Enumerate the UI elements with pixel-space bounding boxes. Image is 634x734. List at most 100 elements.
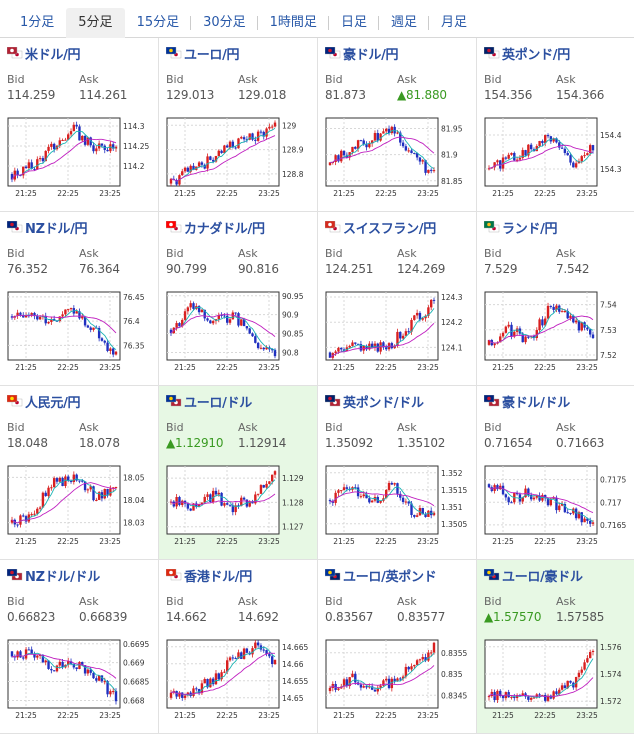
rate-card[interactable]: NZドル/円 Bid Ask 76.352 76.364 76.45 76.4 76.35 21… bbox=[0, 212, 159, 386]
pair-name[interactable]: 豪ドル/ドル bbox=[502, 395, 570, 411]
card-title[interactable]: NZドル/ドル bbox=[7, 566, 100, 585]
pair-name[interactable]: 米ドル/円 bbox=[25, 47, 81, 63]
tab-日足[interactable]: 日足 bbox=[329, 8, 379, 38]
candle-body bbox=[72, 474, 76, 482]
candle-body bbox=[86, 137, 90, 145]
pair-name[interactable]: 英ポンド/円 bbox=[502, 47, 570, 63]
hk-jp-flag-icon bbox=[166, 569, 182, 581]
bid-value: 1.35092 bbox=[325, 436, 374, 450]
card-title[interactable]: ユーロ/豪ドル bbox=[484, 566, 583, 585]
card-title[interactable]: 英ポンド/円 bbox=[484, 44, 570, 63]
tab-週足[interactable]: 週足 bbox=[379, 8, 429, 38]
tab-1時間足[interactable]: 1時間足 bbox=[258, 8, 329, 38]
price-chart[interactable]: 0.8355 0.835 0.8345 21:25 22:25 23:25 bbox=[324, 638, 472, 724]
price-chart[interactable]: 1.129 1.128 1.127 21:25 22:25 23:25 bbox=[165, 464, 313, 550]
card-title[interactable]: カナダドル/円 bbox=[166, 218, 265, 237]
candle-body bbox=[549, 136, 553, 142]
candle-body bbox=[209, 320, 212, 324]
pair-name[interactable]: ユーロ/円 bbox=[184, 47, 240, 63]
price-chart[interactable]: 0.7175 0.717 0.7165 21:25 22:25 23:25 bbox=[483, 464, 631, 550]
candle-body bbox=[248, 133, 251, 140]
card-title[interactable]: 豪ドル/ドル bbox=[484, 392, 570, 411]
card-title[interactable]: ユーロ/ドル bbox=[166, 392, 252, 411]
pair-name[interactable]: ユーロ/ドル bbox=[184, 395, 252, 411]
rate-card[interactable]: 米ドル/円 Bid Ask 114.259 114.261 114.3 114.25 114.… bbox=[0, 38, 159, 212]
candle-body bbox=[385, 128, 388, 132]
ask-label: Ask bbox=[556, 73, 576, 86]
y-tick-label: 0.7165 bbox=[600, 521, 626, 530]
tab-5分足[interactable]: 5分足 bbox=[66, 8, 125, 38]
rate-card[interactable]: 豪ドル/ドル Bid Ask 0.71654 0.71663 0.7175 0.717 0.7… bbox=[477, 386, 634, 560]
card-title[interactable]: 香港ドル/円 bbox=[166, 566, 252, 585]
rate-card[interactable]: 英ポンド/ドル Bid Ask 1.35092 1.35102 1.352 1.3515 1.… bbox=[318, 386, 477, 560]
price-chart-svg: 154.4 154.3 21:25 22:25 23:25 bbox=[484, 117, 622, 198]
price-chart[interactable]: 90.95 90.9 90.85 90.8 21:25 22:25 23:25 bbox=[165, 290, 313, 376]
price-chart[interactable]: 1.352 1.3515 1.351 1.3505 21:25 22:25 23:25 bbox=[324, 464, 472, 550]
card-title[interactable]: スイスフラン/円 bbox=[325, 218, 436, 237]
rate-card[interactable]: NZドル/ドル Bid Ask 0.66823 0.66839 0.6695 0.669 0.… bbox=[0, 560, 159, 734]
rate-card[interactable]: ランド/円 Bid Ask 7.529 7.542 7.54 7.53 7.52 21:25 22… bbox=[477, 212, 634, 386]
candle-body bbox=[10, 519, 14, 523]
tab-月足[interactable]: 月足 bbox=[429, 8, 479, 38]
pair-name[interactable]: NZドル/ドル bbox=[25, 569, 100, 585]
pair-name[interactable]: カナダドル/円 bbox=[184, 221, 265, 237]
candle-body bbox=[359, 496, 363, 498]
x-tick-label: 22:25 bbox=[375, 711, 397, 720]
rate-card[interactable]: ユーロ/円 Bid Ask 129.013 129.018 129 128.9 128.8 21… bbox=[159, 38, 318, 212]
x-tick-label: 21:25 bbox=[15, 537, 37, 546]
price-chart[interactable]: 114.3 114.25 114.2 21:25 22:25 23:25 bbox=[6, 116, 154, 202]
y-tick-label: 7.54 bbox=[600, 301, 617, 310]
rate-card[interactable]: 香港ドル/円 Bid Ask 14.662 14.692 14.665 14.66 14.65… bbox=[159, 560, 318, 734]
candle-body bbox=[560, 685, 564, 690]
card-title[interactable]: ユーロ/円 bbox=[166, 44, 240, 63]
rate-card[interactable]: 人民元/円 Bid Ask 18.048 18.078 18.05 18.04 18.03 21… bbox=[0, 386, 159, 560]
candle-body bbox=[588, 145, 592, 154]
candle-body bbox=[206, 318, 209, 321]
price-chart-svg: 129 128.9 128.8 21:25 22:25 23:25 bbox=[166, 117, 304, 198]
rate-card[interactable]: カナダドル/円 Bid Ask 90.799 90.816 90.95 90.9 90.85 9… bbox=[159, 212, 318, 386]
y-tick-label: 18.04 bbox=[123, 496, 145, 505]
rate-card[interactable]: 豪ドル/円 Bid Ask 81.873 ▲81.880 81.95 81.9 81.85 21… bbox=[318, 38, 477, 212]
price-chart[interactable]: 129 128.9 128.8 21:25 22:25 23:25 bbox=[165, 116, 313, 202]
card-title[interactable]: ランド/円 bbox=[484, 218, 558, 237]
pair-name[interactable]: スイスフラン/円 bbox=[343, 221, 436, 237]
bid-value: ▲1.57570 bbox=[484, 610, 542, 624]
price-chart[interactable]: 124.3 124.2 124.1 21:25 22:25 23:25 bbox=[324, 290, 472, 376]
tab-1分足[interactable]: 1分足 bbox=[8, 8, 66, 38]
rate-card[interactable]: 英ポンド/円 Bid Ask 154.356 154.366 154.4 154.3 21:2… bbox=[477, 38, 634, 212]
price-chart[interactable]: 7.54 7.53 7.52 21:25 22:25 23:25 bbox=[483, 290, 631, 376]
tab-15分足[interactable]: 15分足 bbox=[125, 8, 192, 38]
y-tick-label: 124.2 bbox=[441, 318, 463, 327]
tab-label: 週足 bbox=[390, 15, 417, 30]
pair-name[interactable]: ユーロ/豪ドル bbox=[502, 569, 583, 585]
pair-name[interactable]: 英ポンド/ドル bbox=[343, 395, 424, 411]
price-chart[interactable]: 76.45 76.4 76.35 21:25 22:25 23:25 bbox=[6, 290, 154, 376]
price-chart[interactable]: 81.95 81.9 81.85 21:25 22:25 23:25 bbox=[324, 116, 472, 202]
card-title[interactable]: ユーロ/英ポンド bbox=[325, 566, 437, 585]
card-title[interactable]: 英ポンド/ドル bbox=[325, 392, 424, 411]
pair-name[interactable]: ランド/円 bbox=[502, 221, 558, 237]
candle-body bbox=[273, 122, 277, 127]
rate-card[interactable]: ユーロ/豪ドル Bid Ask ▲1.57570 1.57585 1.576 1.574 1.… bbox=[477, 560, 634, 734]
card-title[interactable]: NZドル/円 bbox=[7, 218, 88, 237]
price-chart[interactable]: 18.05 18.04 18.03 21:25 22:25 23:25 bbox=[6, 464, 154, 550]
candle-body bbox=[186, 307, 190, 312]
price-chart[interactable]: 0.6695 0.669 0.6685 0.668 21:25 22:25 23:25 bbox=[6, 638, 154, 724]
pair-name[interactable]: ユーロ/英ポンド bbox=[343, 569, 437, 585]
card-title[interactable]: 米ドル/円 bbox=[7, 44, 81, 63]
price-chart[interactable]: 1.576 1.574 1.572 21:25 22:25 23:25 bbox=[483, 638, 631, 724]
pair-name[interactable]: NZドル/円 bbox=[25, 221, 88, 237]
pair-name[interactable]: 香港ドル/円 bbox=[184, 569, 252, 585]
candle-body bbox=[100, 675, 104, 682]
price-chart[interactable]: 154.4 154.3 21:25 22:25 23:25 bbox=[483, 116, 631, 202]
price-chart[interactable]: 14.665 14.66 14.655 14.65 21:25 22:25 23:25 bbox=[165, 638, 313, 724]
pair-name[interactable]: 豪ドル/円 bbox=[343, 47, 399, 63]
tab-30分足[interactable]: 30分足 bbox=[191, 8, 258, 38]
rate-card[interactable]: ユーロ/英ポンド Bid Ask 0.83567 0.83577 0.8355 0.835 0… bbox=[318, 560, 477, 734]
card-title[interactable]: 人民元/円 bbox=[7, 392, 81, 411]
candle-body bbox=[245, 648, 249, 653]
rate-card[interactable]: スイスフラン/円 Bid Ask 124.251 124.269 124.3 124.2 12… bbox=[318, 212, 477, 386]
card-title[interactable]: 豪ドル/円 bbox=[325, 44, 399, 63]
pair-name[interactable]: 人民元/円 bbox=[25, 395, 81, 411]
rate-card[interactable]: ユーロ/ドル Bid Ask ▲1.12910 1.12914 1.129 1.128 1.1… bbox=[159, 386, 318, 560]
